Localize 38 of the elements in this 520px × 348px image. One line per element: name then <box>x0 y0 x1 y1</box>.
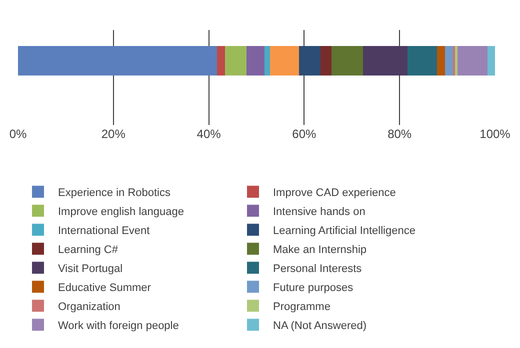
legend-label: Improve english language <box>58 206 184 218</box>
bar <box>225 46 246 76</box>
legend-label: Learning Artificial Intelligence <box>273 225 416 238</box>
bar <box>264 46 270 76</box>
legend-label: Personal Interests <box>273 263 362 276</box>
legend-label: Organization <box>58 301 120 314</box>
bar <box>270 46 299 76</box>
bar <box>457 46 488 76</box>
bar <box>331 46 363 76</box>
bar <box>298 46 320 76</box>
legend-label: Future purposes <box>273 282 354 294</box>
bar <box>216 46 226 76</box>
bar <box>408 46 437 76</box>
bar <box>454 46 458 76</box>
legend-label: International Event <box>58 225 150 238</box>
bar <box>18 46 217 76</box>
legend-label: Programme <box>273 301 330 314</box>
legend-label: Improve CAD experience <box>273 187 396 200</box>
legend-label: NA (Not Answered) <box>273 320 367 332</box>
x-tick-label: 0% <box>9 127 27 141</box>
bar <box>362 46 408 76</box>
legend-label: Intensive hands on <box>273 206 366 218</box>
x-tick-label: 60% <box>292 127 317 141</box>
bar <box>487 46 495 76</box>
bar <box>444 46 454 76</box>
legend-label: Learning C# <box>58 244 119 256</box>
legend-label: Educative Summer <box>58 282 152 294</box>
legend-label: Work with foreign people <box>58 320 179 332</box>
legend-label: Make an Internship <box>273 244 367 256</box>
bar <box>436 46 445 76</box>
x-tick-label: 80% <box>388 127 412 141</box>
legend-label: Visit Portugal <box>58 263 123 276</box>
x-tick-label: 20% <box>101 127 126 141</box>
bar <box>320 46 332 76</box>
legend-label: Experience in Robotics <box>58 187 172 200</box>
x-tick-label: 40% <box>196 127 222 141</box>
bar <box>246 46 265 76</box>
x-tick-label: 100% <box>480 127 511 141</box>
